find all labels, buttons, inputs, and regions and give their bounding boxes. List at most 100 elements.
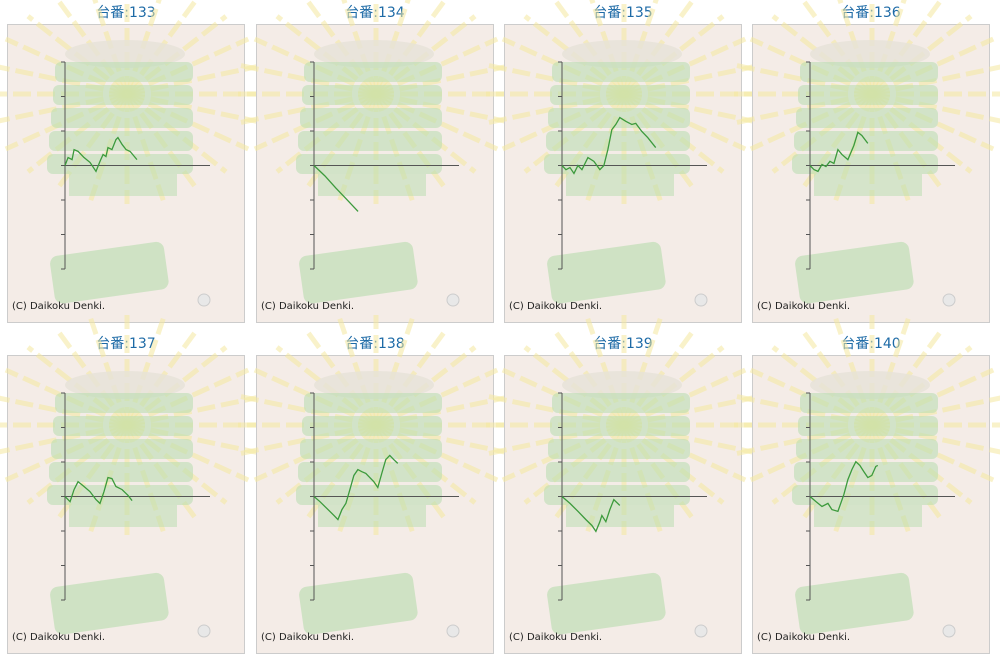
decor-coin [446, 624, 460, 638]
decor-box [546, 131, 690, 151]
decor-box [800, 393, 938, 413]
chart-panel: (C) Daikoku Denki. [236, 315, 516, 654]
decor-box [550, 416, 690, 436]
decor-box [47, 485, 193, 505]
chart-panel: (C) Daikoku Denki. [484, 315, 764, 654]
chart-panel: (C) Daikoku Denki. [236, 0, 516, 323]
decor-box [792, 154, 938, 174]
decor-box [51, 108, 193, 128]
decor-ray [374, 91, 499, 152]
decor-box [51, 439, 193, 459]
decor-balls [810, 371, 930, 399]
chart-panel: (C) Daikoku Denki. [732, 0, 1000, 323]
decor-tray [547, 572, 666, 635]
decor-ray [622, 36, 747, 97]
decor-ray [374, 367, 499, 428]
decor-coin [694, 293, 708, 307]
decor-coin [942, 293, 956, 307]
decor-box [544, 154, 690, 174]
decor-box [300, 108, 442, 128]
decor-ray [501, 91, 626, 152]
decor-ray [501, 36, 626, 97]
decor-ray [253, 367, 378, 428]
decor-box [304, 62, 442, 82]
decor-ray [870, 422, 995, 483]
credit: (C) Daikoku Denki. [261, 301, 354, 312]
decor-box [49, 462, 193, 482]
decor-tray [547, 241, 666, 304]
decor-box [298, 462, 442, 482]
data-line [809, 460, 879, 513]
data-line [313, 165, 359, 212]
credit: (C) Daikoku Denki. [509, 632, 602, 643]
credit: (C) Daikoku Denki. [261, 632, 354, 643]
decor-box [296, 154, 442, 174]
credit: (C) Daikoku Denki. [757, 301, 850, 312]
chart-panel: (C) Daikoku Denki. [0, 0, 267, 323]
data-line [64, 476, 133, 505]
decor-balls [314, 371, 434, 399]
decor-box [49, 131, 193, 151]
decor-box-base [814, 505, 922, 527]
decor-ray [374, 36, 499, 97]
decor-ray [501, 367, 626, 428]
decor-ray [501, 422, 626, 483]
decor-box [302, 85, 442, 105]
decor-ray [253, 422, 378, 483]
credit: (C) Daikoku Denki. [12, 301, 105, 312]
decor-box [552, 62, 690, 82]
decor-coin [694, 624, 708, 638]
decor-balls [65, 371, 185, 399]
decor-ray [749, 367, 874, 428]
decor-ray [374, 422, 499, 483]
chart-panel: (C) Daikoku Denki. [484, 0, 764, 323]
decor-box-base [318, 505, 426, 527]
decor-box [550, 85, 690, 105]
decor-box [546, 462, 690, 482]
decor-ray [749, 91, 874, 152]
decor-box-base [814, 174, 922, 196]
decor-tray [299, 241, 418, 304]
decor-box [792, 485, 938, 505]
decor-box [798, 416, 938, 436]
decor-box [800, 62, 938, 82]
decor-ray [125, 422, 250, 483]
credit: (C) Daikoku Denki. [12, 632, 105, 643]
decor-coin [197, 624, 211, 638]
decor-box [796, 108, 938, 128]
decor-coin [942, 624, 956, 638]
decor-ray [870, 91, 995, 152]
decor-ray [125, 367, 250, 428]
decor-box [296, 485, 442, 505]
data-line [64, 136, 138, 173]
decor-balls [314, 40, 434, 68]
decor-tray [299, 572, 418, 635]
decor-box [55, 393, 193, 413]
decor-balls [65, 40, 185, 68]
decor-box [298, 131, 442, 151]
decor-box-base [69, 505, 177, 527]
decor-balls [562, 371, 682, 399]
data-line [561, 116, 657, 175]
decor-box [544, 485, 690, 505]
decor-ray [622, 91, 747, 152]
decor-ray [125, 36, 250, 97]
decor-box-base [318, 174, 426, 196]
decor-box [47, 154, 193, 174]
decor-box [548, 439, 690, 459]
decor-ray [749, 422, 874, 483]
decor-ray [253, 36, 378, 97]
credit: (C) Daikoku Denki. [509, 301, 602, 312]
decor-ray [4, 36, 129, 97]
decor-ray [870, 367, 995, 428]
data-line [809, 131, 869, 173]
decor-ray [622, 422, 747, 483]
decor-tray [50, 241, 169, 304]
decor-box [552, 393, 690, 413]
decor-balls [810, 40, 930, 68]
decor-box [794, 462, 938, 482]
decor-tray [795, 572, 914, 635]
decor-box [798, 85, 938, 105]
decor-ray [622, 367, 747, 428]
